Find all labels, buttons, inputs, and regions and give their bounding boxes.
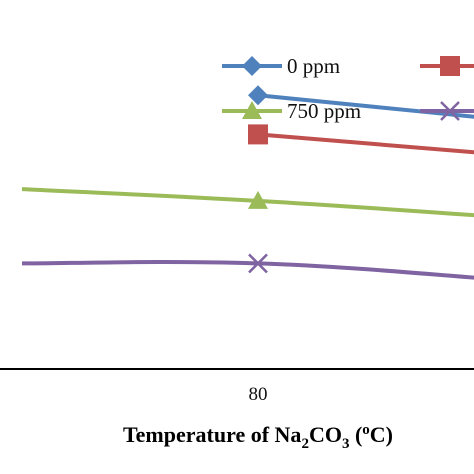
x-tick-labels: 80 <box>249 384 268 405</box>
series-2-line <box>257 132 474 155</box>
legend-swatch-marker <box>440 56 460 76</box>
legend-item-3: 750 ppm <box>222 99 361 123</box>
series-3 <box>21 187 474 218</box>
series-1-point <box>248 85 268 106</box>
legend-swatch-marker <box>440 101 460 121</box>
legend-swatch-marker <box>242 101 262 119</box>
series-layer <box>21 85 474 280</box>
series-1 <box>248 85 474 119</box>
legend-item-1: 0 ppm <box>222 54 340 78</box>
series-4-line <box>21 260 474 280</box>
series-3-point <box>248 190 268 209</box>
series-4-point <box>248 253 268 274</box>
legend: 0 ppm 750 ppm <box>222 54 474 123</box>
legend-item-2 <box>420 56 474 76</box>
x-tick-label: 80 <box>249 384 268 405</box>
series-2-point <box>248 124 268 145</box>
legend-item-4 <box>420 101 474 121</box>
series-4 <box>21 253 474 280</box>
legend-swatch-marker <box>242 56 262 76</box>
x-axis-title: Temperature of Na2CO3 (oC) <box>123 422 393 452</box>
legend-label: 750 ppm <box>287 99 361 123</box>
series-1-line <box>257 93 474 119</box>
series-2 <box>248 124 474 155</box>
series-3-line <box>21 187 474 218</box>
legend-label: 0 ppm <box>287 54 340 78</box>
